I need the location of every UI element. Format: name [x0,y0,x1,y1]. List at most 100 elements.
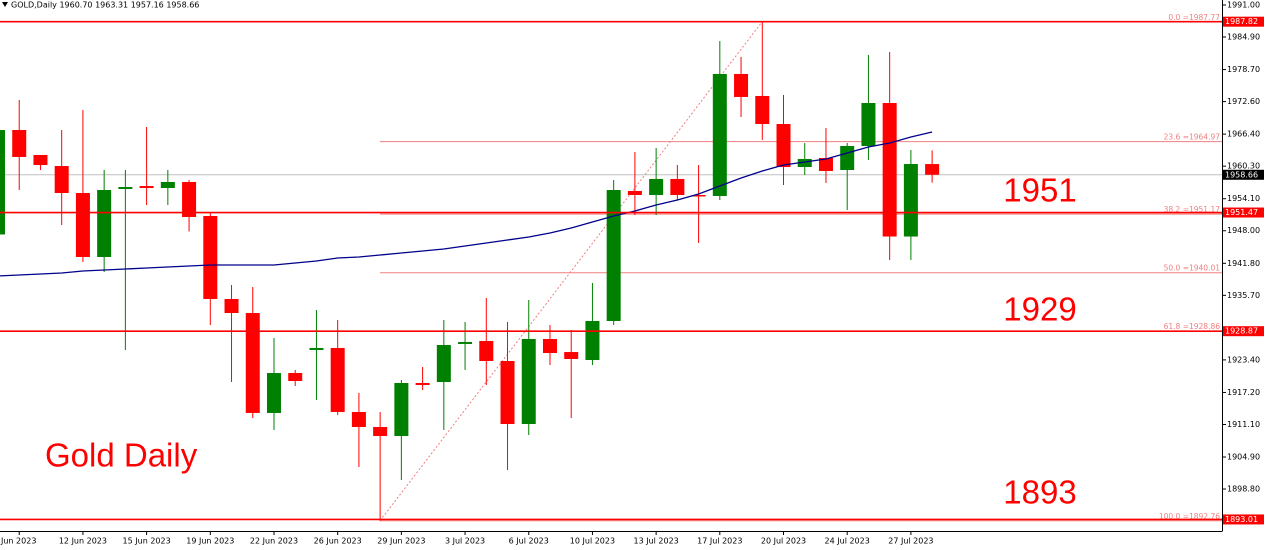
x-tick-label: 22 Jun 2023 [250,537,298,546]
candle-body [649,178,664,195]
candle-body [224,298,239,314]
fib-label: 61.8 =1928.86 [1164,322,1221,331]
y-tick-label: 1960.30 [1227,162,1260,171]
x-tick-label: 24 Jul 2023 [825,537,870,546]
last-price-label: 1958.66 [1225,170,1258,179]
fib-label: 50.0 =1940.01 [1164,264,1221,273]
candle-body [585,320,600,361]
candle-body [118,187,133,190]
candle-body [691,194,706,197]
y-tick-label: 1898.80 [1227,485,1260,494]
candle-body [818,157,833,171]
candle-body [903,164,918,237]
y-tick-label: 1923.40 [1227,355,1260,364]
level-price-label: 1987.82 [1225,17,1258,26]
candle-body [351,411,366,427]
candle-body [160,181,175,189]
y-tick-label: 1911.10 [1227,420,1260,429]
x-tick-label: 19 Jun 2023 [186,537,234,546]
candle-body [776,124,791,168]
candle-body [840,146,855,170]
candle-body [288,373,303,382]
candle-body [755,95,770,125]
x-tick-label: 6 Jul 2023 [509,537,549,546]
candle-body [606,190,621,321]
x-tick-label: 10 Jul 2023 [570,537,615,546]
x-tick-label: 13 Jul 2023 [633,537,678,546]
fib-label: 38.2 =1951.17 [1164,205,1221,214]
candle-body [734,73,749,97]
fib-trend [379,21,763,522]
y-tick-label: 1917.20 [1227,388,1260,397]
level-price-box [1223,514,1264,525]
fib-label: 23.6 =1964.97 [1164,133,1221,142]
x-tick-label: 17 Jul 2023 [697,537,742,546]
candle-body [521,339,536,424]
menu-arrow [2,2,8,7]
candle-body [861,103,876,147]
candle-body [627,190,642,195]
candle-body [797,158,812,168]
candle-body [712,73,727,196]
level-price-box [1223,207,1264,218]
y-tick-label: 1948.00 [1227,226,1260,235]
y-tick-label: 1941.80 [1227,259,1260,268]
x-tick-label: 20 Jul 2023 [761,537,806,546]
level-price-box [1223,16,1264,27]
candle-body [309,347,324,350]
x-tick-label: 29 Jun 2023 [377,537,425,546]
candle-body [266,373,281,413]
y-tick-label: 1954.10 [1227,194,1260,203]
y-tick-label: 1978.70 [1227,65,1260,74]
candle-body [54,166,69,193]
y-tick-label: 1972.60 [1227,97,1260,106]
candle-body [394,382,409,437]
level-price-label: 1928.87 [1225,327,1258,336]
candle-body [882,103,897,237]
candle-body [330,347,345,412]
candle-body [75,192,90,257]
level-price-box [1223,326,1264,337]
candle-body [33,154,48,166]
candle-body [182,181,197,217]
chart-title: Gold Daily [45,437,198,474]
level-annotation: 1929 [1003,291,1076,328]
candle-body [203,215,218,299]
candle-body [245,313,260,413]
chart-header: GOLD,Daily 1960.70 1963.31 1957.16 1958.… [11,1,199,10]
x-tick-label: 12 Jun 2023 [59,537,107,546]
x-tick-label: 3 Jul 2023 [445,537,485,546]
y-tick-label: 1966.40 [1227,130,1260,139]
x-tick-label: Jun 2023 [0,537,36,546]
candle-body [670,178,685,195]
candle-body [415,382,430,385]
y-tick-label: 1935.70 [1227,291,1260,300]
candle-body [925,164,940,175]
candle-body [139,186,154,189]
candle-body [542,339,557,354]
candle-body [0,129,5,235]
moving-average [0,131,933,277]
level-price-label: 1893.01 [1225,515,1258,524]
candle-body [564,352,579,360]
last-price-box [1223,169,1264,180]
level-annotation: 1893 [1003,474,1076,511]
candle-body [12,129,27,157]
x-tick-label: 15 Jun 2023 [123,537,171,546]
candle-body [373,426,388,437]
y-tick-label: 1904.90 [1227,453,1260,462]
candle-body [97,190,112,257]
level-price-label: 1951.47 [1225,208,1258,217]
candle-body [458,341,473,344]
y-tick-label: 1984.90 [1227,33,1260,42]
x-tick-label: 27 Jul 2023 [888,537,933,546]
candle-body [479,340,494,361]
candle-body [436,344,451,382]
level-annotation: 1951 [1003,172,1076,209]
y-tick-label: 1991.00 [1227,0,1260,9]
fib-label: 0.0 =1987.77 [1168,13,1220,22]
fib-label: 100.0 =1892.76 [1159,512,1220,521]
candle-body [500,360,515,424]
